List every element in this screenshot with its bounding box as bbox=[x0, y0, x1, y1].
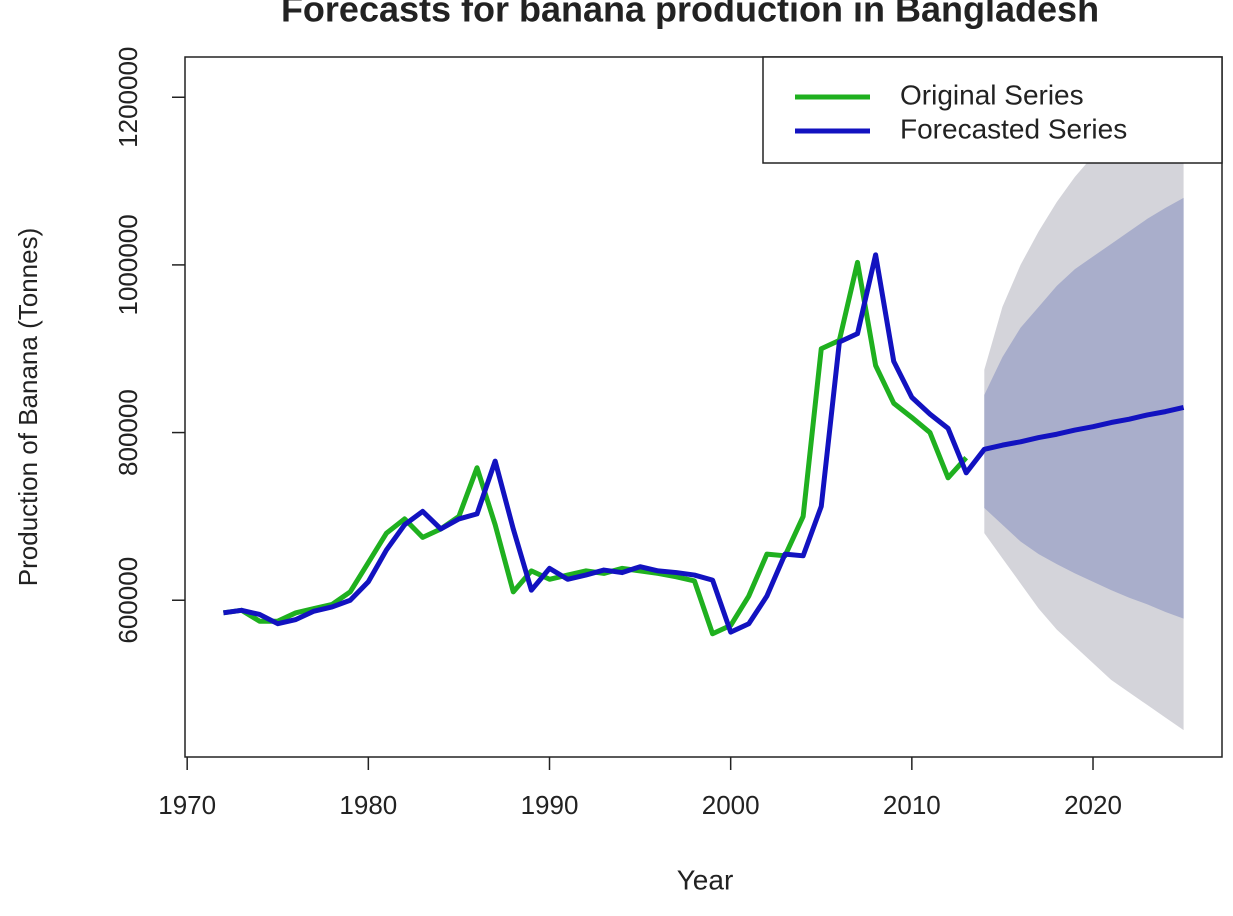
legend-box bbox=[762, 56, 1223, 164]
x-tick-label: 1980 bbox=[339, 790, 397, 820]
x-axis-label: Year bbox=[677, 864, 734, 895]
series-line bbox=[223, 252, 1185, 635]
chart-title: Forecasts for banana production in Bangl… bbox=[281, 0, 1099, 30]
plot-frame bbox=[184, 56, 1223, 758]
x-tick-label: 1990 bbox=[521, 790, 579, 820]
y-tick-label: 600000 bbox=[113, 557, 143, 644]
y-tick-label: 1200000 bbox=[113, 47, 143, 148]
x-tick-label: 1970 bbox=[158, 790, 216, 820]
y-axis-label: Production of Banana (Tonnes) bbox=[13, 228, 43, 586]
legend-label: Original Series bbox=[900, 79, 1084, 110]
y-tick-label: 1000000 bbox=[113, 214, 143, 315]
x-tick-label: 2020 bbox=[1064, 790, 1122, 820]
forecast-band bbox=[984, 197, 1184, 619]
x-tick-label: 2000 bbox=[702, 790, 760, 820]
series-line bbox=[223, 259, 969, 637]
x-tick-label: 2010 bbox=[883, 790, 941, 820]
y-tick-label: 800000 bbox=[113, 389, 143, 476]
legend-label: Forecasted Series bbox=[900, 113, 1127, 144]
